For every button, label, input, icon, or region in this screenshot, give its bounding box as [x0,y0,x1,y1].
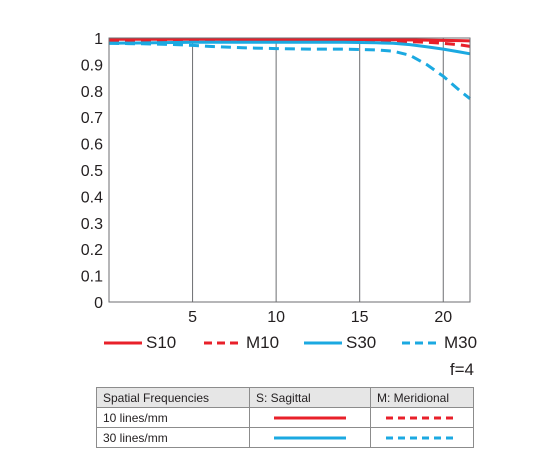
legend-label-m10: M10 [246,333,280,352]
legend-swatch-m30 [402,341,440,345]
series-line-s10 [109,37,471,43]
y-tick-label: 0.8 [81,84,103,101]
y-tick-label: 0.4 [81,189,103,206]
swatch-m10-cell [370,407,474,428]
plot-border [108,37,471,303]
swatch-m10 [386,416,458,419]
y-axis-tick-labels: 0 0.1 0.2 0.3 0.4 0.5 0.6 0.7 0.8 0.9 1 [81,31,103,312]
mtf-chart: 0 0.1 0.2 0.3 0.4 0.5 0.6 0.7 0.8 0.9 1 5 10 15 20 [81,31,471,326]
key-table-row-30: 30 lines/mm [96,427,474,448]
line-key-table: Spatial Frequencies S: Sagittal M: Merid… [96,387,474,448]
swatch-m30-cell [370,427,474,448]
row-label-10: 10 lines/mm [96,407,250,428]
plot-frame [108,37,471,303]
aperture-label: f=4 [449,360,474,379]
y-tick-label: 0 [94,295,103,312]
x-axis-tick-labels: 5 10 15 20 [188,309,452,326]
legend-label-s30: S30 [346,333,377,352]
grid [192,38,444,302]
swatch-m30 [386,436,458,439]
y-tick-label: 0.9 [81,57,103,74]
y-tick-label: 1 [94,31,103,48]
y-tick-label: 0.3 [81,216,103,233]
series-line-m10 [109,39,471,48]
legend-swatch-s10 [104,341,142,345]
y-tick-label: 0.1 [81,269,103,286]
y-tick-label: 0.5 [81,163,103,180]
key-table-row-10: 10 lines/mm [96,407,474,428]
series-lines [108,37,471,100]
x-tick-label: 5 [188,309,197,326]
legend: S10 M10 S30 M30 [0,328,550,358]
header-spatial-frequencies: Spatial Frequencies [96,387,250,408]
legend-label-s10: S10 [146,333,177,352]
legend-swatch-s30 [304,341,342,345]
legend-label-m30: M30 [444,333,478,352]
header-sagittal: S: Sagittal [249,387,371,408]
header-meridional: M: Meridional [370,387,474,408]
swatch-s30-cell [249,427,371,448]
row-label-30: 30 lines/mm [96,427,250,448]
series-line-m30 [108,41,471,100]
swatch-s30 [274,436,346,439]
x-tick-label: 15 [351,309,369,326]
key-table-header: Spatial Frequencies S: Sagittal M: Merid… [96,387,474,408]
x-tick-label: 10 [267,309,285,326]
series-line-s30 [108,40,471,56]
y-tick-label: 0.2 [81,242,103,259]
legend-swatch-m10 [204,341,242,345]
x-tick-label: 20 [434,309,452,326]
y-tick-label: 0.6 [81,137,103,154]
swatch-s10-cell [249,407,371,428]
y-tick-label: 0.7 [81,110,103,127]
swatch-s10 [274,416,346,419]
